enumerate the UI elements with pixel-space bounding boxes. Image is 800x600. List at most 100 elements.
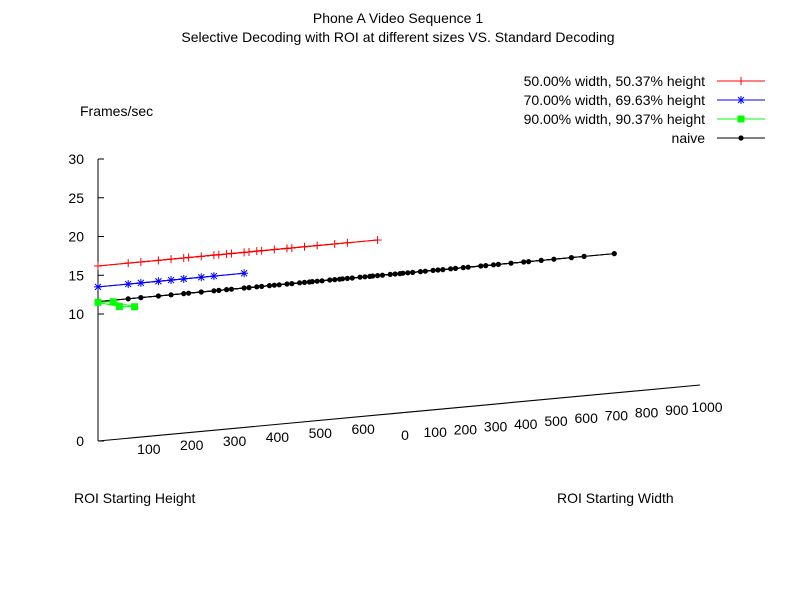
series-3-point — [168, 292, 174, 298]
series-3-point — [125, 296, 131, 302]
x-axis-label: ROI Starting Height — [74, 490, 195, 506]
series-0-surface — [94, 235, 382, 270]
z-tick-label: 30 — [68, 151, 84, 167]
series-0-point — [252, 247, 261, 256]
series-0-point — [179, 253, 188, 262]
series-3-point — [241, 285, 247, 291]
series-3-point — [611, 251, 617, 257]
legend-marker — [737, 96, 745, 104]
x-tick-label: 500 — [309, 425, 333, 441]
y-axis-ticks: 0 100 200 300 400 500 600 700 800 900 1000 — [401, 399, 723, 443]
series-0-point — [222, 249, 231, 258]
series-3-point — [435, 267, 441, 273]
series-1-point — [94, 282, 102, 291]
series-0-point — [282, 244, 291, 253]
x-tick-label: 300 — [223, 433, 247, 449]
z-axis-label: Frames/sec — [80, 103, 153, 119]
series-3-point — [327, 277, 333, 283]
z-tick-label: 15 — [68, 267, 84, 283]
base-plane-outline — [97, 384, 701, 442]
series-3-point — [379, 272, 386, 278]
series-3-point — [551, 256, 557, 262]
series-3-point — [216, 287, 222, 293]
x-axis-ticks: 100 200 300 400 500 600 — [137, 421, 375, 457]
series-3-surface — [95, 251, 617, 305]
series-3-point — [301, 279, 308, 285]
series-0-point — [124, 259, 133, 268]
series-0-point — [330, 239, 339, 248]
x-tick-label: 200 — [180, 437, 204, 453]
series-3-point — [228, 286, 235, 292]
y-tick-label: 100 — [424, 424, 448, 440]
legend: 50.00% width, 50.37% height 70.00% width,… — [524, 73, 765, 146]
series-0-point — [240, 248, 249, 257]
series-3-point — [525, 259, 532, 265]
y-tick-label: 400 — [514, 416, 538, 432]
series-0-point — [373, 235, 382, 244]
series-1-point — [124, 280, 133, 289]
series-3-point — [478, 263, 484, 269]
series-2-point — [94, 298, 102, 306]
series-3-point — [581, 253, 587, 259]
series-3-point — [483, 263, 489, 269]
series-0-point — [313, 241, 322, 250]
series-1-point — [136, 278, 145, 287]
series-3-point — [155, 293, 161, 299]
series-3-point — [538, 257, 544, 263]
series-3-point — [465, 264, 471, 270]
y-tick-label: 0 — [401, 427, 409, 443]
z-tick-label: 10 — [68, 306, 84, 322]
series-3-point — [254, 284, 260, 290]
legend-label: 90.00% width, 90.37% height — [524, 111, 705, 127]
series-3-point — [211, 288, 217, 294]
series-3-point — [198, 289, 204, 295]
base-plane — [97, 384, 701, 442]
y-tick-label: 700 — [605, 407, 629, 423]
series-3-point — [186, 290, 192, 296]
z-tick-label: 0 — [76, 433, 84, 449]
series-1-point — [240, 269, 249, 278]
series-3-point — [410, 269, 416, 275]
legend-label: 50.00% width, 50.37% height — [524, 73, 705, 89]
series-3-point — [246, 285, 252, 291]
series-1-point — [154, 277, 163, 286]
series-1-surface — [94, 269, 249, 291]
series-3-point — [568, 255, 575, 261]
series-1-point — [167, 276, 176, 285]
series-3-point — [181, 291, 187, 297]
series-3-point — [259, 283, 265, 289]
y-tick-label: 900 — [665, 402, 689, 418]
series-3-point — [271, 282, 277, 288]
series-0-point — [136, 257, 145, 266]
series-3-point — [495, 261, 501, 267]
series-3-point — [284, 281, 290, 287]
y-axis-label: ROI Starting Width — [557, 490, 674, 506]
series-3-point — [405, 270, 411, 276]
series-3-point — [319, 278, 325, 284]
x-tick-label: 100 — [137, 441, 161, 457]
legend-marker — [737, 115, 745, 123]
x-tick-label: 400 — [266, 429, 290, 445]
series-3-point — [374, 273, 381, 279]
series-3-point — [490, 262, 497, 268]
legend-marker — [737, 77, 745, 85]
legend-label: naive — [672, 130, 706, 146]
series-3-point — [276, 282, 282, 288]
series-3-point — [448, 266, 454, 272]
series-0-point — [154, 256, 163, 265]
series-2-point — [131, 303, 139, 311]
series-2-col-line — [112, 301, 135, 308]
series-1-point — [197, 273, 206, 282]
series-3-point — [357, 274, 363, 280]
y-tick-label: 800 — [635, 405, 659, 421]
y-tick-label: 1000 — [691, 399, 722, 415]
series-3-point — [349, 275, 355, 281]
series-3-point — [289, 281, 295, 287]
y-tick-label: 500 — [544, 413, 568, 429]
series-3-point — [521, 259, 527, 265]
series-1-point — [179, 274, 188, 283]
y-tick-label: 600 — [575, 410, 599, 426]
series-3-point — [297, 280, 303, 286]
series-0-point — [209, 251, 218, 260]
series-3-point — [430, 267, 436, 273]
